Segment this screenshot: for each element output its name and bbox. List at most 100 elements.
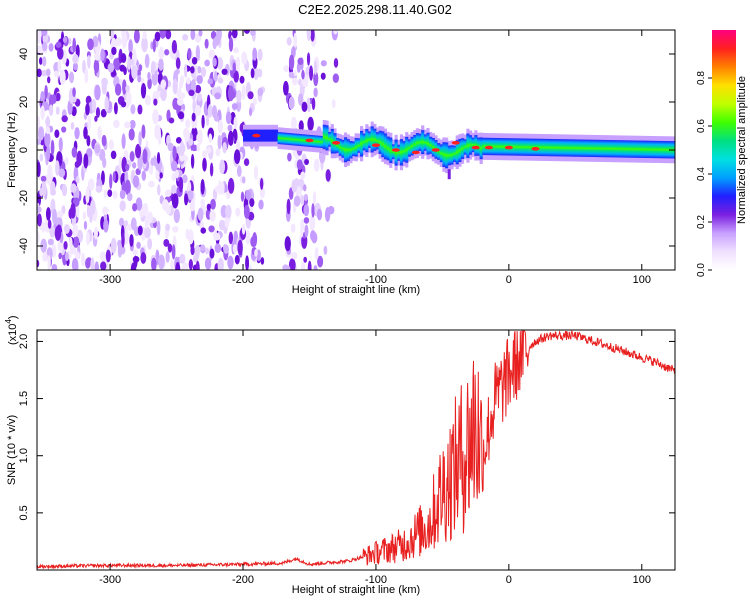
noise-mark [297,93,304,106]
noise-mark [37,213,42,227]
noise-mark [250,30,256,37]
noise-mark [309,65,314,81]
noise-mark [283,65,290,73]
signal-band [495,138,499,156]
noise-mark [248,107,253,117]
noise-mark [156,220,161,236]
noise-mark [194,104,202,117]
noise-mark [80,252,86,267]
noise-mark [313,264,318,270]
noise-mark [120,53,127,64]
noise-mark [200,227,207,234]
noise-mark [214,185,221,193]
noise-mark [125,91,132,106]
signal-tail [447,169,451,180]
noise-mark [232,62,236,74]
signal-band [647,140,651,159]
noise-mark [188,89,195,97]
noise-mark [290,116,297,131]
signal-band [322,124,326,150]
noise-mark [217,134,222,150]
noise-mark [40,175,47,182]
noise-mark [219,159,226,174]
noise-mark [131,65,138,80]
noise-mark [228,37,234,52]
signal-band [620,140,624,158]
noise-mark [175,261,181,270]
signal-band [312,135,316,148]
noise-mark [309,215,316,231]
noise-mark [48,43,54,52]
noise-mark [51,243,57,258]
signal-band [282,132,287,145]
noise-mark [154,31,161,42]
colorbar-gradient [712,30,736,270]
noise-mark [307,116,314,131]
noise-mark [301,69,305,80]
noise-mark [179,140,185,157]
noise-mark [186,77,191,85]
noise-mark [39,153,44,162]
noise-mark [211,105,218,119]
signal-band [346,139,350,161]
noise-mark [141,36,148,53]
noise-mark [45,126,51,135]
noise-mark [282,264,289,270]
noise-mark [320,60,327,67]
noise-mark [288,54,295,71]
signal-band [458,138,462,162]
noise-mark [85,187,90,204]
noise-mark [301,101,308,113]
noise-mark [245,189,251,201]
spectrogram-ytick-label: -20 [18,190,30,206]
noise-mark [237,239,243,256]
signal-peak [504,145,513,150]
noise-mark [171,173,176,182]
noise-mark [298,120,304,132]
noise-mark [171,40,178,54]
snr-ytick-label: 2.0 [18,334,30,349]
noise-mark [142,31,147,40]
noise-mark [50,139,55,156]
noise-mark [165,205,171,215]
noise-mark [220,181,225,195]
noise-mark [317,255,324,268]
signal-band [431,138,435,157]
noise-mark [137,225,143,236]
signal-band [389,137,393,164]
noise-mark [313,60,318,75]
noise-mark [303,217,310,224]
noise-mark [144,53,150,69]
signal-band [277,132,281,145]
noise-mark [135,143,142,159]
signal-peak [451,141,460,145]
noise-mark [119,200,126,212]
signal-band [623,140,627,158]
noise-mark [124,179,131,196]
noise-mark [213,232,221,241]
noise-mark [195,45,200,61]
noise-mark [63,241,68,250]
snr-ylabel: SNR (10 * v/v) [6,415,18,485]
noise-mark [306,97,311,107]
signal-band [375,132,380,150]
noise-mark [233,47,239,54]
noise-mark [222,142,227,154]
signal-band [530,138,534,156]
noise-mark [56,47,64,60]
noise-mark [64,223,70,234]
noise-mark [94,84,101,101]
noise-mark [40,69,48,77]
noise-mark [74,251,80,260]
noise-mark [168,117,175,124]
spectrogram-ylabel: Frequency (Hz) [6,112,18,188]
noise-mark [122,79,127,95]
signal-band [607,140,611,158]
noise-mark [72,62,78,71]
signal-band [580,139,584,157]
noise-mark [55,160,60,176]
noise-mark [172,226,179,233]
noise-mark [257,48,263,61]
signal-band [599,139,603,158]
